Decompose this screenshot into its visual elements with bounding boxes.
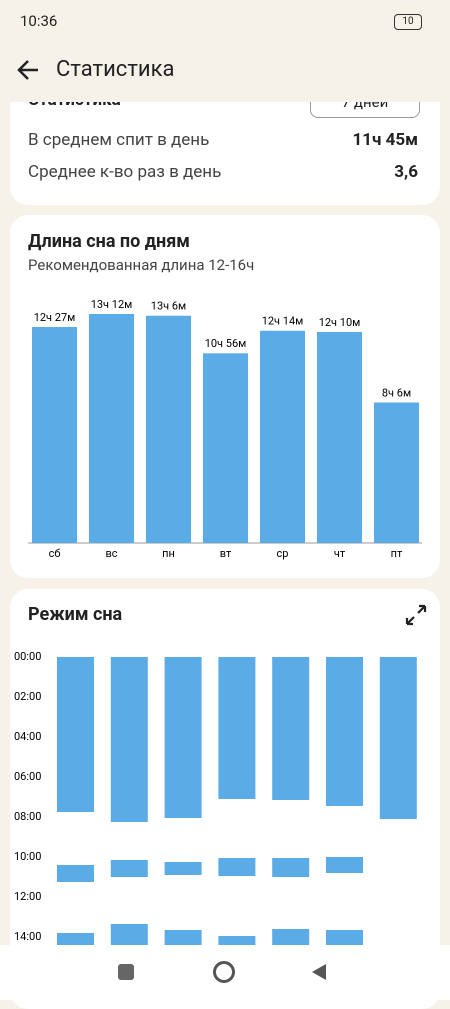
x-tick-label: вс — [105, 547, 117, 560]
sleep-interval — [218, 936, 256, 945]
y-tick-label: 02:00 — [14, 690, 41, 703]
sleep-interval — [326, 857, 363, 873]
y-tick-label: 14:00 — [14, 930, 41, 943]
sleep-interval — [57, 657, 94, 812]
x-tick-label: пн — [162, 547, 175, 560]
sleep-interval — [272, 858, 310, 877]
row-value: 3,6 — [394, 162, 418, 182]
bar — [32, 327, 77, 543]
nav-bar — [0, 945, 450, 1000]
expand-button[interactable] — [404, 603, 428, 627]
sleep-interval — [326, 657, 363, 806]
sleep-interval — [379, 657, 417, 819]
sleep-interval — [218, 657, 256, 799]
sleep-interval — [164, 657, 202, 818]
bar-label: 12ч 14м — [262, 315, 304, 328]
bar — [374, 402, 419, 543]
row-label: Среднее к-во раз в день — [28, 162, 222, 182]
sleep-interval — [110, 860, 148, 877]
card-subtitle: Рекомендованная длина 12-16ч — [28, 256, 255, 274]
bar — [146, 315, 191, 543]
header-bg — [0, 0, 450, 102]
sleep-interval — [326, 930, 363, 945]
row-value: 11ч 45м — [352, 130, 418, 150]
bar-label: 8ч 6м — [382, 386, 411, 399]
header-title: Статистика — [56, 57, 175, 82]
sleep-interval — [110, 657, 148, 822]
bar-label: 12ч 10м — [319, 316, 361, 329]
nav-recents[interactable] — [118, 964, 134, 980]
sleep-interval — [110, 924, 148, 945]
y-tick-label: 08:00 — [14, 810, 41, 823]
x-tick-label: вт — [220, 547, 232, 560]
bar-label: 12ч 27м — [34, 311, 76, 324]
back-button[interactable] — [14, 56, 42, 84]
card-title: Длина сна по дням — [28, 231, 190, 252]
nav-home[interactable] — [213, 961, 235, 983]
y-tick-label: 12:00 — [14, 890, 41, 903]
y-tick-label: 04:00 — [14, 730, 41, 743]
sleep-interval — [218, 858, 256, 876]
sleep-interval — [57, 865, 94, 882]
charts: 12ч 27м сб 13ч 12м вс 13ч 6м пн 10ч 56м вт 12ч 1… — [14, 298, 422, 945]
sleep-interval — [272, 929, 310, 945]
bar — [260, 330, 305, 543]
x-tick-label: сб — [49, 547, 61, 560]
card-title: Режим сна — [28, 604, 123, 625]
sleep-interval — [164, 862, 202, 875]
bar-label: 13ч 6м — [151, 300, 186, 313]
status-time: 10:36 — [20, 12, 58, 30]
nav-back[interactable] — [310, 963, 328, 981]
bar — [203, 353, 248, 543]
y-tick-label: 10:00 — [14, 850, 41, 863]
sleep-interval — [272, 657, 310, 800]
x-tick-label: чт — [334, 547, 346, 560]
y-tick-label: 00:00 — [14, 650, 41, 663]
bar-label: 13ч 12м — [91, 298, 133, 311]
x-tick-label: ср — [277, 547, 289, 560]
row-label: В среднем спит в день — [28, 130, 210, 150]
sleep-interval — [57, 933, 94, 945]
bar — [317, 331, 362, 543]
battery: 10 — [394, 14, 422, 30]
y-tick-label: 06:00 — [14, 770, 41, 783]
sleep-interval — [164, 930, 202, 945]
x-tick-label: пт — [391, 547, 403, 560]
bar — [89, 314, 134, 543]
bar-label: 10ч 56м — [205, 337, 247, 350]
